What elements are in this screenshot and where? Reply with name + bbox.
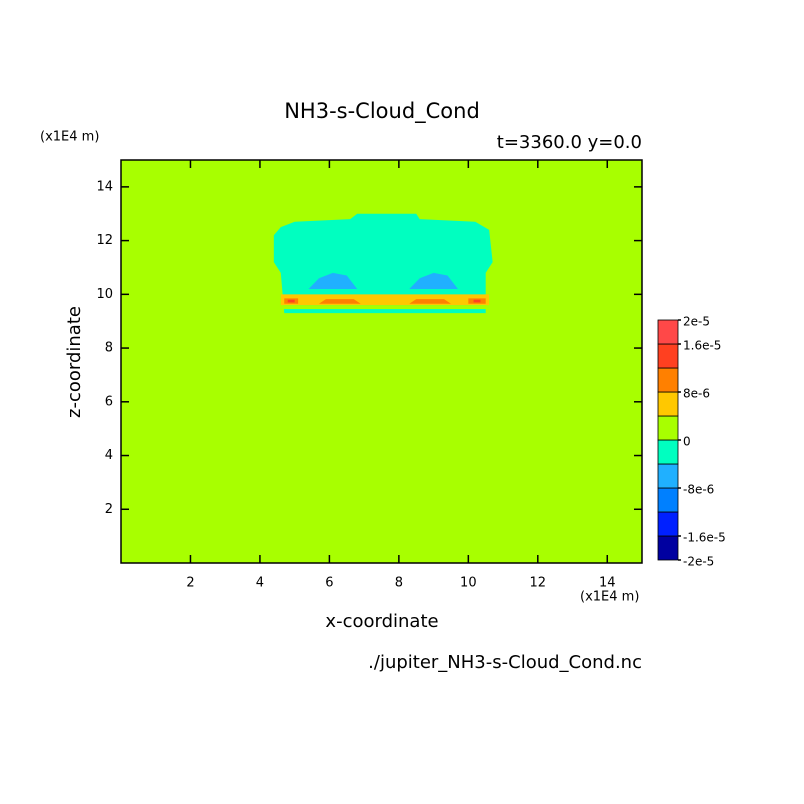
colorbar-label: 8e-6	[683, 387, 710, 401]
colorbar-label: -1.6e-5	[683, 531, 726, 545]
x-tick-label: 6	[325, 576, 333, 591]
x-tick-label: 14	[599, 576, 616, 591]
contour-region	[318, 299, 361, 304]
colorbar-label: -8e-6	[683, 483, 714, 497]
x-tick-label: 2	[186, 576, 194, 591]
contour-region	[409, 272, 458, 289]
y-unit: (x1E4 m)	[40, 130, 99, 145]
colorbar-box	[657, 463, 679, 489]
colorbar-label: 1.6e-5	[683, 339, 721, 353]
y-tick-label: 4	[105, 448, 113, 463]
file-name: ./jupiter_NH3-s-Cloud_Cond.nc	[368, 652, 642, 673]
colorbar-label: 0	[683, 435, 691, 449]
subtitle: t=3360.0 y=0.0	[497, 132, 642, 153]
x-axis-label: x-coordinate	[325, 611, 438, 632]
contour-region	[280, 294, 490, 306]
x-tick-label: 10	[460, 576, 477, 591]
y-axis-label: z-coordinate	[64, 306, 85, 418]
colorbar-box	[657, 319, 679, 345]
y-tick-label: 12	[96, 233, 113, 248]
y-tick-label: 6	[105, 394, 113, 409]
contour-region	[287, 299, 295, 303]
colorbar-label: 2e-5	[683, 315, 710, 329]
contour-region	[280, 305, 490, 310]
colorbar-box	[657, 535, 679, 561]
chart-title: NH3-s-Cloud_Cond	[284, 99, 480, 124]
y-tick-label: 14	[96, 179, 113, 194]
colorbar-box	[657, 415, 679, 441]
x-unit: (x1E4 m)	[580, 590, 639, 605]
contour-region	[473, 299, 481, 303]
plot-area	[121, 160, 642, 563]
y-tick-label: 10	[96, 287, 113, 302]
colorbar-box	[657, 511, 679, 537]
plot-frame	[120, 159, 643, 564]
x-tick-label: 12	[530, 576, 547, 591]
x-tick-label: 4	[256, 576, 264, 591]
colorbar-label: -2e-5	[683, 555, 714, 569]
colorbar-box	[657, 343, 679, 369]
contour-region	[121, 160, 642, 563]
x-tick-label: 8	[395, 576, 403, 591]
colorbar-box	[657, 487, 679, 513]
colorbar-box	[657, 367, 679, 393]
colorbar-box	[657, 439, 679, 465]
y-tick-label: 2	[105, 502, 113, 517]
contour-region	[409, 299, 451, 304]
colorbar-box	[657, 391, 679, 417]
y-tick-label: 8	[105, 341, 113, 356]
contour-region	[308, 272, 358, 289]
